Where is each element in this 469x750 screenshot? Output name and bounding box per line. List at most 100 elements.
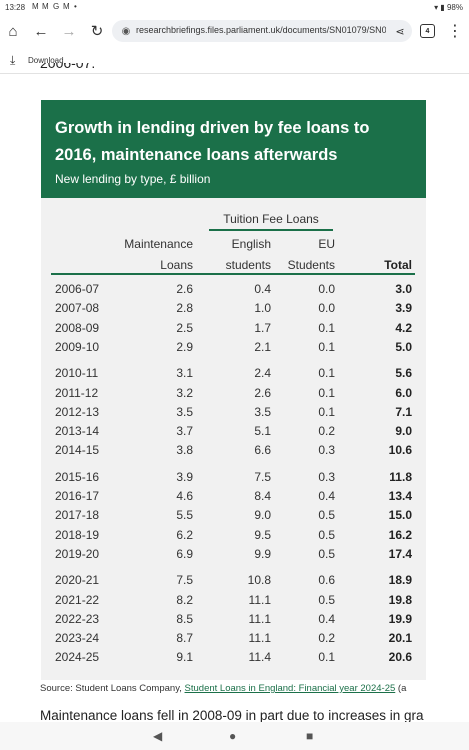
site-info-icon[interactable]: ◉ bbox=[121, 25, 131, 37]
wifi-icon: ▾ bbox=[434, 3, 439, 12]
table-row: 2021-22 8.2 11.1 0.5 19.8 bbox=[41, 593, 426, 612]
next-paragraph: Maintenance loans fell in 2008-09 in par… bbox=[40, 708, 424, 723]
row-year: 2014-15 bbox=[55, 443, 100, 458]
status-bar: 13:28 M M G M • ▾ ▮ 98% bbox=[0, 0, 469, 14]
cell-maintenance: 8.5 bbox=[176, 611, 193, 626]
table-row: 2014-15 3.8 6.6 0.3 10.6 bbox=[41, 443, 426, 462]
chart-subtitle: New lending by type, £ billion bbox=[55, 172, 211, 186]
row-year: 2013-14 bbox=[55, 424, 100, 439]
home-icon[interactable]: ⌂ bbox=[8, 22, 18, 40]
col-maint-line2: Loans bbox=[160, 258, 193, 272]
table-row: 2018-19 6.2 9.5 0.5 16.2 bbox=[41, 528, 426, 547]
table-row: 2024-25 9.1 11.4 0.1 20.6 bbox=[41, 650, 426, 669]
cell-maintenance: 3.2 bbox=[176, 385, 193, 400]
table-row: 2006-07 2.6 0.4 0.0 3.0 bbox=[41, 282, 426, 301]
cell-total: 20.6 bbox=[388, 650, 412, 665]
col-total: Total bbox=[384, 258, 412, 272]
cell-eu: 0.0 bbox=[318, 282, 335, 296]
cell-eu: 0.1 bbox=[318, 650, 335, 665]
cell-maintenance: 3.9 bbox=[176, 469, 193, 484]
cell-english: 11.1 bbox=[248, 611, 271, 626]
address-bar[interactable]: ◉ researchbriefings.files.parliament.uk/… bbox=[112, 20, 412, 42]
cell-total: 19.8 bbox=[388, 592, 412, 607]
row-year: 2011-12 bbox=[55, 385, 99, 400]
cell-english: 11.1 bbox=[248, 592, 271, 607]
cell-total: 17.4 bbox=[388, 546, 412, 561]
table-row: 2015-16 3.9 7.5 0.3 11.8 bbox=[41, 470, 426, 489]
cell-maintenance: 2.9 bbox=[176, 339, 193, 354]
cell-english: 2.1 bbox=[254, 339, 271, 354]
row-year: 2015-16 bbox=[55, 469, 100, 484]
table-row: 2023-24 8.7 11.1 0.2 20.1 bbox=[41, 631, 426, 650]
cell-maintenance: 3.5 bbox=[176, 404, 193, 419]
row-year: 2008-09 bbox=[55, 320, 100, 335]
menu-icon[interactable]: ⋮ bbox=[447, 23, 463, 40]
previous-text-cutoff: 2006-07. bbox=[40, 63, 95, 74]
cell-eu: 0.5 bbox=[318, 592, 335, 607]
col-eu-line1: EU bbox=[318, 237, 335, 251]
cell-eu: 0.1 bbox=[318, 320, 335, 335]
row-year: 2022-23 bbox=[55, 611, 100, 626]
table-row: 2016-17 4.6 8.4 0.4 13.4 bbox=[41, 489, 426, 508]
row-year: 2018-19 bbox=[55, 527, 100, 542]
table-row: 2017-18 5.5 9.0 0.5 15.0 bbox=[41, 508, 426, 527]
nav-home-icon[interactable]: ● bbox=[229, 729, 237, 743]
header-rule bbox=[51, 273, 415, 275]
cell-eu: 0.1 bbox=[318, 339, 335, 354]
cell-eu: 0.2 bbox=[318, 631, 335, 646]
row-year: 2016-17 bbox=[55, 489, 100, 503]
download-icon[interactable]: ⤓ bbox=[10, 53, 16, 67]
cell-eu: 0.6 bbox=[318, 573, 335, 588]
cell-english: 3.5 bbox=[254, 404, 271, 419]
cell-total: 5.6 bbox=[395, 366, 412, 381]
cell-eu: 0.2 bbox=[318, 424, 335, 439]
cell-total: 3.0 bbox=[395, 282, 412, 296]
cell-total: 9.0 bbox=[395, 424, 412, 439]
forward-icon[interactable]: → bbox=[61, 22, 77, 40]
table-row: 2011-12 3.2 2.6 0.1 6.0 bbox=[41, 386, 426, 405]
source-suffix: (a bbox=[395, 683, 407, 694]
table-row: 2022-23 8.5 11.1 0.4 19.9 bbox=[41, 612, 426, 631]
row-year: 2010-11 bbox=[55, 366, 99, 381]
cell-total: 19.9 bbox=[388, 611, 412, 626]
cell-maintenance: 3.8 bbox=[176, 443, 193, 458]
cell-total: 13.4 bbox=[388, 489, 412, 503]
cell-english: 11.1 bbox=[248, 631, 271, 646]
url-text[interactable]: researchbriefings.files.parliament.uk/do… bbox=[136, 25, 386, 35]
nav-recents-icon[interactable]: ■ bbox=[306, 729, 314, 743]
cell-english: 8.4 bbox=[254, 489, 271, 503]
android-nav-bar: ◀ ● ■ bbox=[0, 722, 469, 750]
cell-english: 2.4 bbox=[254, 366, 271, 381]
cell-maintenance: 2.5 bbox=[176, 320, 193, 335]
browser-toolbar: ⌂ ← → ↻ ◉ researchbriefings.files.parlia… bbox=[0, 14, 469, 48]
table-row: 2019-20 6.9 9.9 0.5 17.4 bbox=[41, 547, 426, 566]
source-link[interactable]: Student Loans in England: Financial year… bbox=[184, 683, 396, 694]
table-row: 2009-10 2.9 2.1 0.1 5.0 bbox=[41, 340, 426, 359]
row-year: 2007-08 bbox=[55, 301, 100, 316]
tabs-icon[interactable]: 4 bbox=[420, 24, 435, 38]
cell-total: 16.2 bbox=[388, 527, 412, 542]
source-line: Source: Student Loans Company, Student L… bbox=[40, 683, 406, 694]
cell-total: 3.9 bbox=[395, 301, 412, 316]
col-eu-line2: Students bbox=[287, 258, 335, 272]
download-label[interactable]: Download bbox=[28, 56, 64, 65]
nav-back-icon[interactable]: ◀ bbox=[153, 729, 163, 743]
cell-total: 18.9 bbox=[388, 573, 412, 588]
download-bar[interactable]: ⤓ Download bbox=[0, 48, 469, 74]
row-year: 2012-13 bbox=[55, 404, 100, 419]
table-row: 2013-14 3.7 5.1 0.2 9.0 bbox=[41, 424, 426, 443]
back-icon[interactable]: ← bbox=[33, 22, 49, 40]
cell-total: 15.0 bbox=[388, 508, 412, 523]
cell-maintenance: 2.8 bbox=[176, 301, 193, 316]
cell-eu: 0.3 bbox=[318, 469, 335, 484]
row-year: 2017-18 bbox=[55, 508, 100, 523]
cell-eu: 0.1 bbox=[318, 404, 335, 419]
battery-icon: ▮ bbox=[440, 3, 445, 12]
table-row: 2012-13 3.5 3.5 0.1 7.1 bbox=[41, 405, 426, 424]
share-icon[interactable]: ⋖ bbox=[395, 25, 405, 38]
reload-icon[interactable]: ↻ bbox=[90, 23, 104, 40]
previous-text: 2006-07. bbox=[40, 63, 96, 71]
chart-card: Growth in lending driven by fee loans to… bbox=[41, 100, 426, 680]
cell-maintenance: 4.6 bbox=[176, 489, 193, 503]
status-right: ▾ ▮ 98% bbox=[434, 3, 463, 12]
